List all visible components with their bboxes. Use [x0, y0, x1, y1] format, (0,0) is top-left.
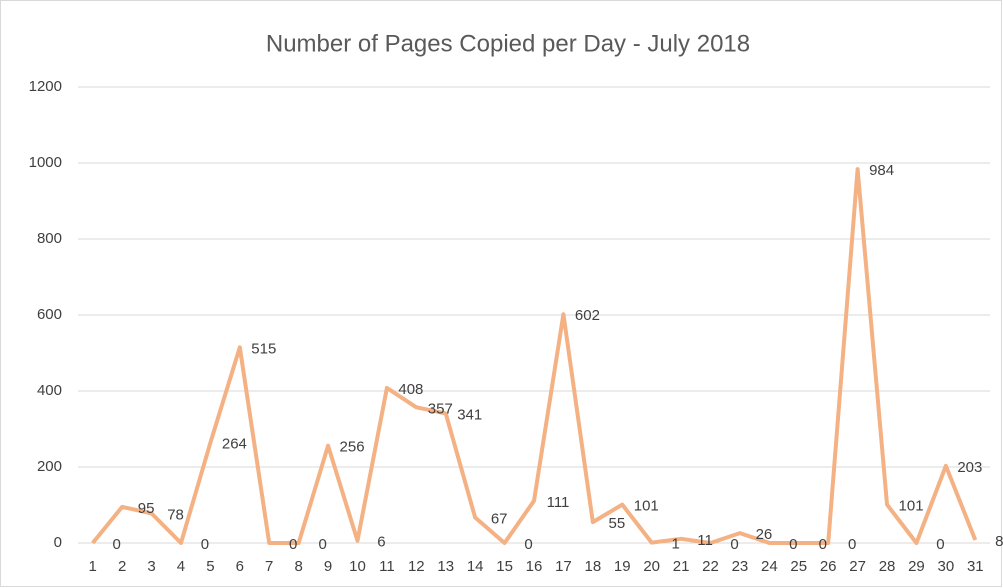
y-tick-label: 200 — [37, 458, 62, 475]
x-tick-label: 25 — [790, 558, 807, 575]
x-tick-label: 24 — [761, 558, 778, 575]
x-tick-label: 18 — [584, 558, 601, 575]
x-tick-label: 28 — [879, 558, 896, 575]
data-label: 984 — [869, 162, 894, 179]
data-label: 95 — [138, 500, 155, 517]
x-tick-label: 7 — [265, 558, 273, 575]
data-label: 1 — [672, 536, 680, 553]
chart-title: Number of Pages Copied per Day - July 20… — [266, 30, 750, 57]
x-tick-label: 21 — [673, 558, 690, 575]
x-tick-label: 10 — [349, 558, 366, 575]
data-label: 0 — [789, 536, 797, 553]
data-label: 0 — [201, 536, 209, 553]
x-tick-label: 8 — [294, 558, 302, 575]
x-tick-label: 14 — [467, 558, 484, 575]
y-tick-label: 800 — [37, 230, 62, 247]
x-tick-label: 5 — [206, 558, 214, 575]
data-label: 0 — [318, 536, 326, 553]
x-tick-label: 19 — [614, 558, 631, 575]
y-tick-label: 1200 — [29, 78, 62, 95]
x-tick-label: 9 — [324, 558, 332, 575]
x-tick-label: 22 — [702, 558, 719, 575]
data-label: 0 — [819, 536, 827, 553]
x-tick-label: 4 — [177, 558, 185, 575]
data-line — [91, 167, 978, 545]
data-label: 0 — [730, 536, 738, 553]
data-label: 11 — [697, 532, 713, 549]
x-tick-label: 6 — [236, 558, 244, 575]
data-label: 6 — [377, 534, 385, 551]
x-tick-label: 30 — [938, 558, 955, 575]
data-label: 55 — [608, 515, 625, 532]
data-label: 67 — [491, 511, 508, 528]
data-label: 101 — [899, 498, 924, 515]
data-label: 602 — [575, 307, 600, 324]
data-label: 264 — [222, 436, 247, 453]
data-label: 0 — [848, 536, 856, 553]
data-label: 111 — [547, 494, 570, 511]
data-label: 0 — [289, 536, 297, 553]
data-label: 78 — [167, 506, 184, 523]
data-label: 357 — [428, 400, 453, 417]
y-tick-label: 400 — [37, 382, 62, 399]
data-label: 8 — [995, 533, 1003, 550]
x-tick-label: 20 — [643, 558, 660, 575]
x-tick-label: 23 — [732, 558, 749, 575]
x-tick-label: 3 — [147, 558, 155, 575]
y-tick-label: 600 — [37, 306, 62, 323]
x-tick-label: 27 — [849, 558, 866, 575]
x-tick-label: 15 — [496, 558, 513, 575]
x-tick-label: 12 — [408, 558, 425, 575]
x-tick-label: 26 — [820, 558, 837, 575]
y-tick-label: 1000 — [29, 154, 62, 171]
data-label: 203 — [957, 459, 982, 476]
x-tick-label: 11 — [379, 558, 395, 575]
data-label: 0 — [524, 536, 532, 553]
x-tick-label: 17 — [555, 558, 572, 575]
data-label: 515 — [251, 340, 276, 357]
data-label: 0 — [113, 536, 121, 553]
y-tick-label: 0 — [54, 534, 62, 551]
data-label: 101 — [634, 498, 659, 515]
data-label: 341 — [457, 406, 482, 423]
data-label: 256 — [340, 439, 365, 456]
x-tick-label: 1 — [89, 558, 97, 575]
data-label: 408 — [398, 381, 423, 398]
x-tick-label: 2 — [118, 558, 126, 575]
data-label: 0 — [936, 536, 944, 553]
x-tick-label: 29 — [908, 558, 925, 575]
x-tick-label: 13 — [437, 558, 454, 575]
x-tick-label: 16 — [526, 558, 543, 575]
x-tick-label: 31 — [967, 558, 984, 575]
data-label: 26 — [756, 526, 773, 543]
